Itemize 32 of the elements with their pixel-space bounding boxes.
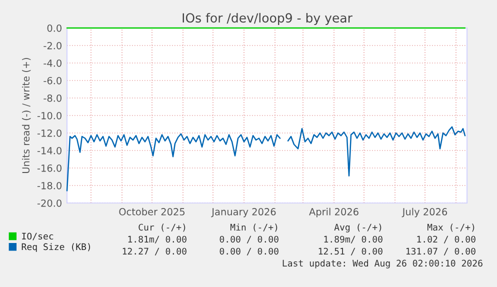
text: 1.89m/ 0.00 — [324, 236, 382, 244]
y-tick-label: -12.0 — [37, 129, 62, 137]
x-tick-label: October 2025 — [119, 208, 185, 216]
text: 1.02 / 0.00 — [417, 236, 476, 244]
legend-label: Req Size (KB) — [22, 243, 90, 252]
text: 12.51 / 0.00 — [318, 248, 382, 256]
text: Max (-/+) — [427, 224, 474, 232]
y-tick-label: -16.0 — [37, 164, 62, 172]
y-tick-label: -2.0 — [44, 42, 62, 50]
x-tick-label: January 2026 — [211, 208, 276, 218]
text: Min (-/+) — [230, 224, 278, 232]
text: 12.27 / 0.00 — [122, 248, 186, 256]
y-tick-label: -14.0 — [37, 146, 62, 154]
y-tick-label: -6.0 — [44, 76, 62, 84]
y-tick-label: -18.0 — [37, 182, 62, 190]
x-tick-label: April 2026 — [309, 208, 358, 218]
text: 131.07 / 0.00 — [406, 248, 476, 256]
y-axis-title: Units read (-) / write (+) — [22, 58, 31, 174]
y-tick-label: -10.0 — [37, 112, 62, 120]
text: 1.81m/ 0.00 — [128, 236, 186, 244]
text: Avg (-/+) — [334, 224, 382, 232]
y-tick-label: -8.0 — [44, 94, 62, 102]
text: Cur (-/+) — [138, 224, 186, 232]
y-tick-label: 0.0 — [47, 24, 62, 32]
text: Last update: Wed Aug 26 02:00:10 2026 — [282, 260, 482, 268]
text: 0.00 / 0.00 — [220, 236, 278, 244]
legend-label: IO/sec — [22, 232, 54, 240]
chart-title: IOs for /dev/loop9 - by year — [182, 12, 352, 26]
y-tick-label: -20.0 — [37, 199, 62, 207]
x-tick-label: July 2026 — [402, 208, 448, 218]
text: 0.00 / 0.00 — [220, 248, 278, 256]
y-tick-label: -4.0 — [44, 59, 62, 67]
